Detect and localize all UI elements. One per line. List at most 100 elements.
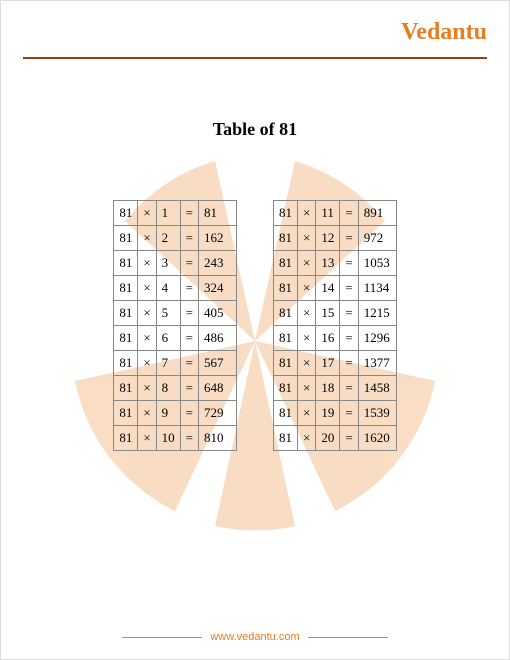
multiplier-cell: 20 [316,426,340,451]
times-symbol-cell: × [138,226,156,251]
table-row: 81×9=729 [114,401,237,426]
equals-symbol-cell: = [180,376,198,401]
times-symbol-cell: × [298,251,316,276]
times-symbol-cell: × [298,376,316,401]
multiplier-cell: 17 [316,351,340,376]
times-symbol-cell: × [138,201,156,226]
multiplier-cell: 4 [156,276,180,301]
equals-symbol-cell: = [180,301,198,326]
result-cell: 162 [199,226,237,251]
table-row: 81×5=405 [114,301,237,326]
tables-container: 81×1=8181×2=16281×3=24381×4=32481×5=4058… [23,200,487,451]
equals-symbol-cell: = [340,276,358,301]
times-symbol-cell: × [138,401,156,426]
multiplier-cell: 2 [156,226,180,251]
equals-symbol-cell: = [180,426,198,451]
multiplicand-cell: 81 [274,301,298,326]
multiplicand-cell: 81 [274,376,298,401]
table-row: 81×14=1134 [274,276,397,301]
result-cell: 1539 [358,401,396,426]
equals-symbol-cell: = [340,226,358,251]
result-cell: 1215 [358,301,396,326]
table-row: 81×20=1620 [274,426,397,451]
result-cell: 1053 [358,251,396,276]
multiplier-cell: 9 [156,401,180,426]
multiplicand-cell: 81 [114,401,138,426]
equals-symbol-cell: = [180,251,198,276]
table-row: 81×2=162 [114,226,237,251]
multiplicand-cell: 81 [114,276,138,301]
multiplicand-cell: 81 [274,201,298,226]
header-rule [23,57,487,59]
table-row: 81×17=1377 [274,351,397,376]
multiplier-cell: 8 [156,376,180,401]
table-row: 81×15=1215 [274,301,397,326]
multiplicand-cell: 81 [114,426,138,451]
result-cell: 567 [199,351,237,376]
footer-url: www.vedantu.com [1,631,509,643]
multiplicand-cell: 81 [274,226,298,251]
table-row: 81×12=972 [274,226,397,251]
multiplicand-cell: 81 [114,251,138,276]
result-cell: 1620 [358,426,396,451]
multiplier-cell: 7 [156,351,180,376]
equals-symbol-cell: = [340,401,358,426]
multiplicand-cell: 81 [274,326,298,351]
multiplier-cell: 6 [156,326,180,351]
result-cell: 972 [358,226,396,251]
times-symbol-cell: × [138,376,156,401]
page-title: Table of 81 [23,119,487,140]
multiplicand-cell: 81 [114,226,138,251]
times-symbol-cell: × [138,301,156,326]
equals-symbol-cell: = [340,251,358,276]
times-symbol-cell: × [298,351,316,376]
multiplicand-cell: 81 [114,376,138,401]
multiplier-cell: 1 [156,201,180,226]
result-cell: 324 [199,276,237,301]
multiplier-cell: 3 [156,251,180,276]
times-symbol-cell: × [138,426,156,451]
multiplicand-cell: 81 [114,301,138,326]
times-symbol-cell: × [138,326,156,351]
multiplicand-cell: 81 [274,351,298,376]
equals-symbol-cell: = [180,351,198,376]
table-row: 81×7=567 [114,351,237,376]
times-symbol-cell: × [138,251,156,276]
table-row: 81×3=243 [114,251,237,276]
result-cell: 810 [199,426,237,451]
table-row: 81×4=324 [114,276,237,301]
multiplier-cell: 18 [316,376,340,401]
result-cell: 891 [358,201,396,226]
times-symbol-cell: × [298,201,316,226]
result-cell: 81 [199,201,237,226]
times-symbol-cell: × [138,276,156,301]
multiplication-table-right: 81×11=89181×12=97281×13=105381×14=113481… [273,200,397,451]
multiplier-cell: 12 [316,226,340,251]
result-cell: 1377 [358,351,396,376]
times-symbol-cell: × [138,351,156,376]
multiplier-cell: 11 [316,201,340,226]
multiplication-table-left: 81×1=8181×2=16281×3=24381×4=32481×5=4058… [113,200,237,451]
equals-symbol-cell: = [180,401,198,426]
multiplier-cell: 19 [316,401,340,426]
multiplier-cell: 10 [156,426,180,451]
equals-symbol-cell: = [340,201,358,226]
multiplier-cell: 15 [316,301,340,326]
equals-symbol-cell: = [180,276,198,301]
equals-symbol-cell: = [340,376,358,401]
result-cell: 243 [199,251,237,276]
multiplier-cell: 13 [316,251,340,276]
multiplier-cell: 14 [316,276,340,301]
multiplicand-cell: 81 [274,426,298,451]
times-symbol-cell: × [298,226,316,251]
multiplier-cell: 5 [156,301,180,326]
result-cell: 1134 [358,276,396,301]
table-row: 81×18=1458 [274,376,397,401]
result-cell: 405 [199,301,237,326]
times-symbol-cell: × [298,326,316,351]
multiplicand-cell: 81 [114,351,138,376]
equals-symbol-cell: = [180,201,198,226]
table-row: 81×6=486 [114,326,237,351]
result-cell: 1458 [358,376,396,401]
equals-symbol-cell: = [180,226,198,251]
